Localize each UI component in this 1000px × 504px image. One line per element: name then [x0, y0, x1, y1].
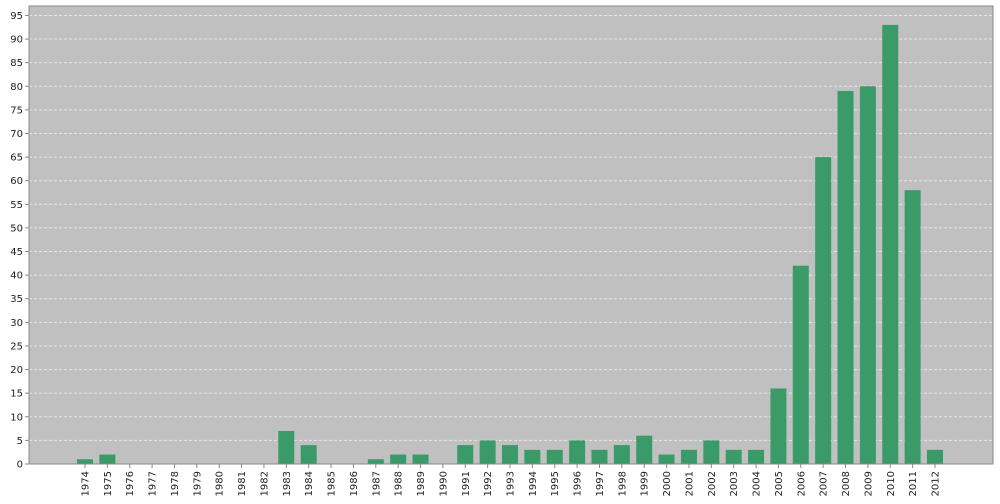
x-tick-label: 1976 — [125, 471, 136, 496]
x-tick-label: 2000 — [662, 471, 673, 496]
y-tick-label: 35 — [10, 294, 23, 305]
y-tick-label: 90 — [10, 35, 23, 46]
y-tick-label: 25 — [10, 341, 23, 352]
x-tick-label: 2011 — [908, 471, 919, 496]
x-tick-label: 1981 — [237, 471, 248, 496]
x-tick-label: 2003 — [729, 471, 740, 496]
bar-2011 — [904, 190, 921, 464]
x-tick-label: 1979 — [192, 471, 203, 496]
bar-2001 — [680, 449, 697, 464]
bar-2009 — [859, 86, 876, 465]
x-tick-label: 2008 — [841, 471, 852, 496]
bar-2012 — [927, 449, 943, 464]
bar-1984 — [300, 445, 317, 464]
x-tick-label: 1991 — [461, 471, 472, 496]
x-tick-label: 1996 — [573, 471, 584, 496]
bar-1987 — [367, 459, 384, 464]
x-tick-label: 1998 — [617, 471, 628, 496]
plot-area — [28, 5, 994, 465]
x-tick-label: 1992 — [483, 471, 494, 496]
x-tick-label: 1985 — [327, 471, 338, 496]
x-tick-label: 1995 — [550, 471, 561, 496]
bar-1975 — [99, 454, 116, 464]
y-tick-label: 45 — [10, 247, 23, 258]
bar-1991 — [457, 445, 474, 464]
x-tick-label: 2002 — [707, 471, 718, 496]
x-tick-label: 2004 — [752, 471, 763, 496]
x-tick-label: 1987 — [371, 471, 382, 496]
bar-2004 — [748, 449, 765, 464]
y-tick-label: 55 — [10, 200, 23, 211]
bar-1988 — [390, 454, 407, 464]
x-tick-labels: 1974 1975 1976 1977 1978 1979 1980 1981 1982 1983… — [81, 464, 942, 496]
y-tick-labels: 0 5 10 15 20 25 30 35 40 45 50 55 60 65 70 75 80 85 90 95 — [10, 11, 29, 471]
y-tick-label: 30 — [10, 318, 23, 329]
y-tick-label: 5 — [17, 436, 23, 447]
x-tick-label: 1977 — [148, 471, 159, 496]
x-tick-label: 1993 — [506, 471, 517, 496]
y-tick-label: 0 — [17, 460, 23, 471]
bar-1983 — [278, 430, 295, 464]
x-tick-label: 2001 — [684, 471, 695, 496]
bar-1993 — [502, 445, 518, 464]
x-tick-label: 2009 — [863, 471, 874, 496]
bar-1992 — [479, 440, 496, 464]
y-tick-label: 20 — [10, 365, 23, 376]
x-tick-label: 2007 — [819, 471, 830, 496]
x-tick-label: 1999 — [640, 471, 651, 496]
bar-2008 — [837, 90, 854, 465]
bar-2007 — [815, 157, 832, 464]
bar-1997 — [591, 449, 608, 464]
bar-2000 — [658, 454, 675, 464]
x-tick-label: 1984 — [304, 471, 315, 496]
y-tick-label: 70 — [10, 129, 23, 140]
bar-2010 — [882, 24, 899, 464]
bar-2003 — [725, 449, 742, 464]
bar-2006 — [792, 265, 809, 464]
x-tick-label: 1982 — [259, 471, 270, 496]
grid-lines — [29, 14, 993, 441]
y-tick-label: 85 — [10, 58, 23, 69]
bar-1998 — [613, 445, 630, 464]
y-tick-label: 60 — [10, 176, 23, 187]
y-tick-label: 80 — [10, 82, 23, 93]
y-tick-label: 65 — [10, 153, 23, 164]
x-tick-label: 1980 — [215, 471, 226, 496]
y-tick-label: 95 — [10, 11, 23, 22]
x-tick-label: 2005 — [774, 471, 785, 496]
bar-1974 — [77, 459, 93, 464]
bars — [77, 24, 943, 465]
bar-2005 — [770, 388, 787, 464]
x-tick-label: 1978 — [170, 471, 181, 496]
x-tick-label: 1989 — [416, 471, 427, 496]
x-tick-label: 2006 — [796, 471, 807, 496]
x-tick-label: 1975 — [103, 471, 114, 496]
y-tick-label: 15 — [10, 389, 23, 400]
x-tick-label: 1986 — [349, 471, 360, 496]
x-tick-label: 1974 — [81, 471, 92, 496]
bar-1996 — [569, 440, 586, 464]
x-tick-label: 2012 — [931, 471, 942, 496]
y-tick-label: 75 — [10, 105, 23, 116]
x-tick-label: 1994 — [528, 471, 539, 496]
bar-1994 — [524, 449, 541, 464]
bar-2002 — [703, 440, 720, 464]
y-tick-label: 50 — [10, 223, 23, 234]
x-tick-label: 1997 — [595, 471, 606, 496]
y-tick-label: 40 — [10, 271, 23, 282]
x-tick-label: 1988 — [394, 471, 405, 496]
axes — [28, 6, 993, 465]
x-tick-label: 1983 — [282, 471, 293, 496]
bar-1999 — [636, 435, 653, 464]
y-tick-label: 10 — [10, 412, 23, 423]
bar-1995 — [546, 449, 563, 464]
bar-1989 — [412, 454, 429, 464]
x-tick-label: 2010 — [886, 471, 897, 496]
x-tick-label: 1990 — [438, 471, 449, 496]
